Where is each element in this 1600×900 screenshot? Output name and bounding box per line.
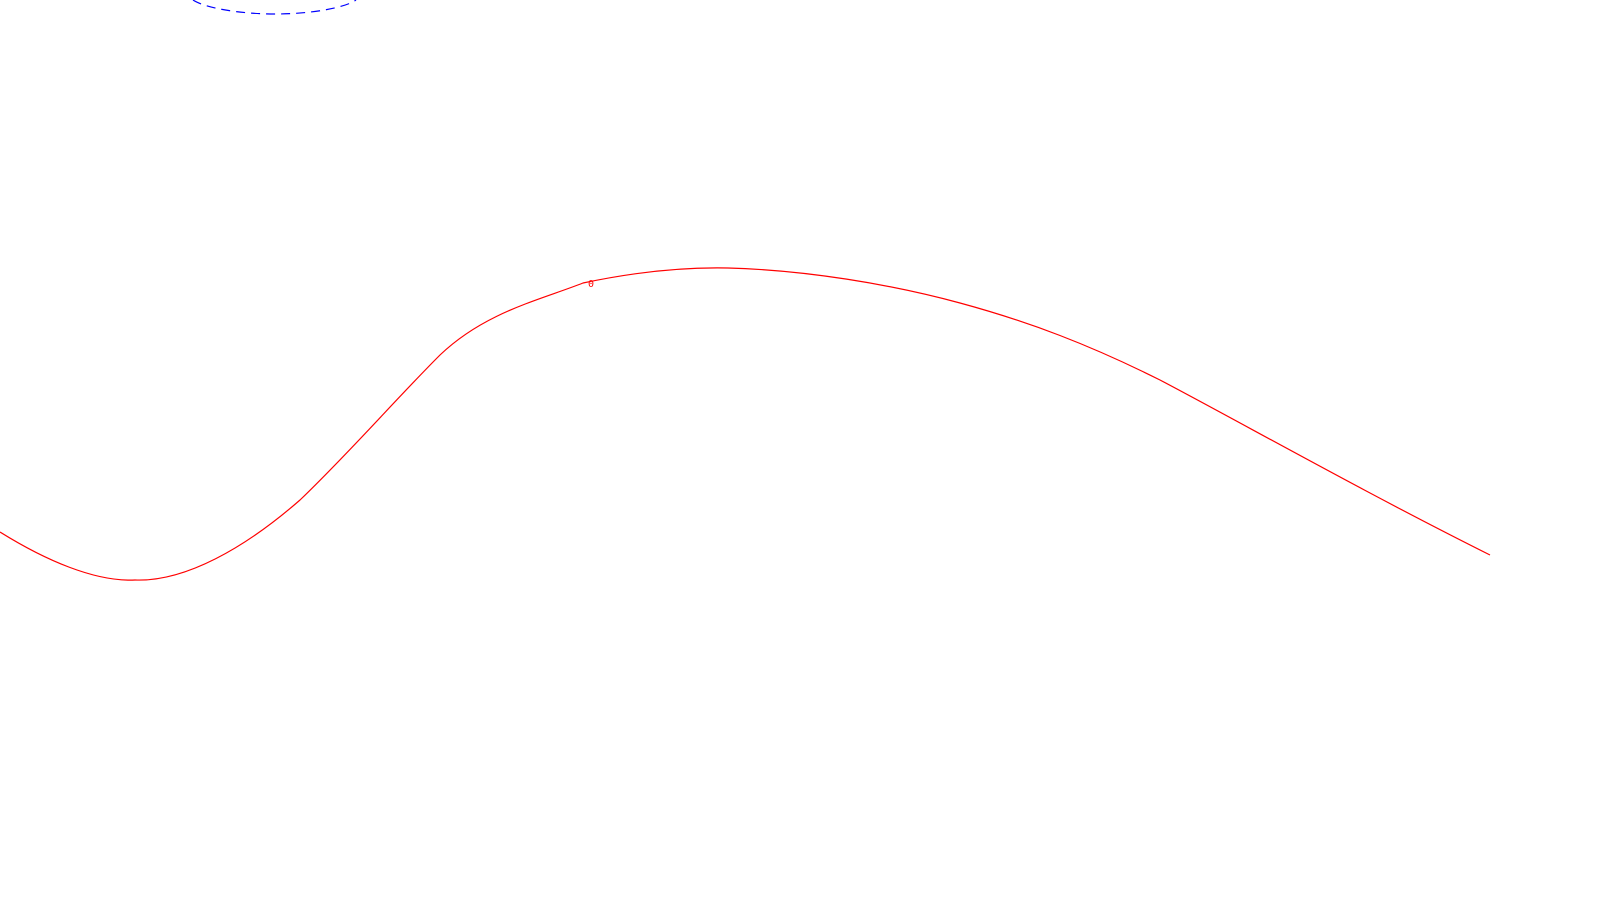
curve-label: 0 (588, 279, 594, 290)
primary-curve (0, 267, 1491, 581)
secondary-curve-dashed-arc (192, 0, 357, 15)
